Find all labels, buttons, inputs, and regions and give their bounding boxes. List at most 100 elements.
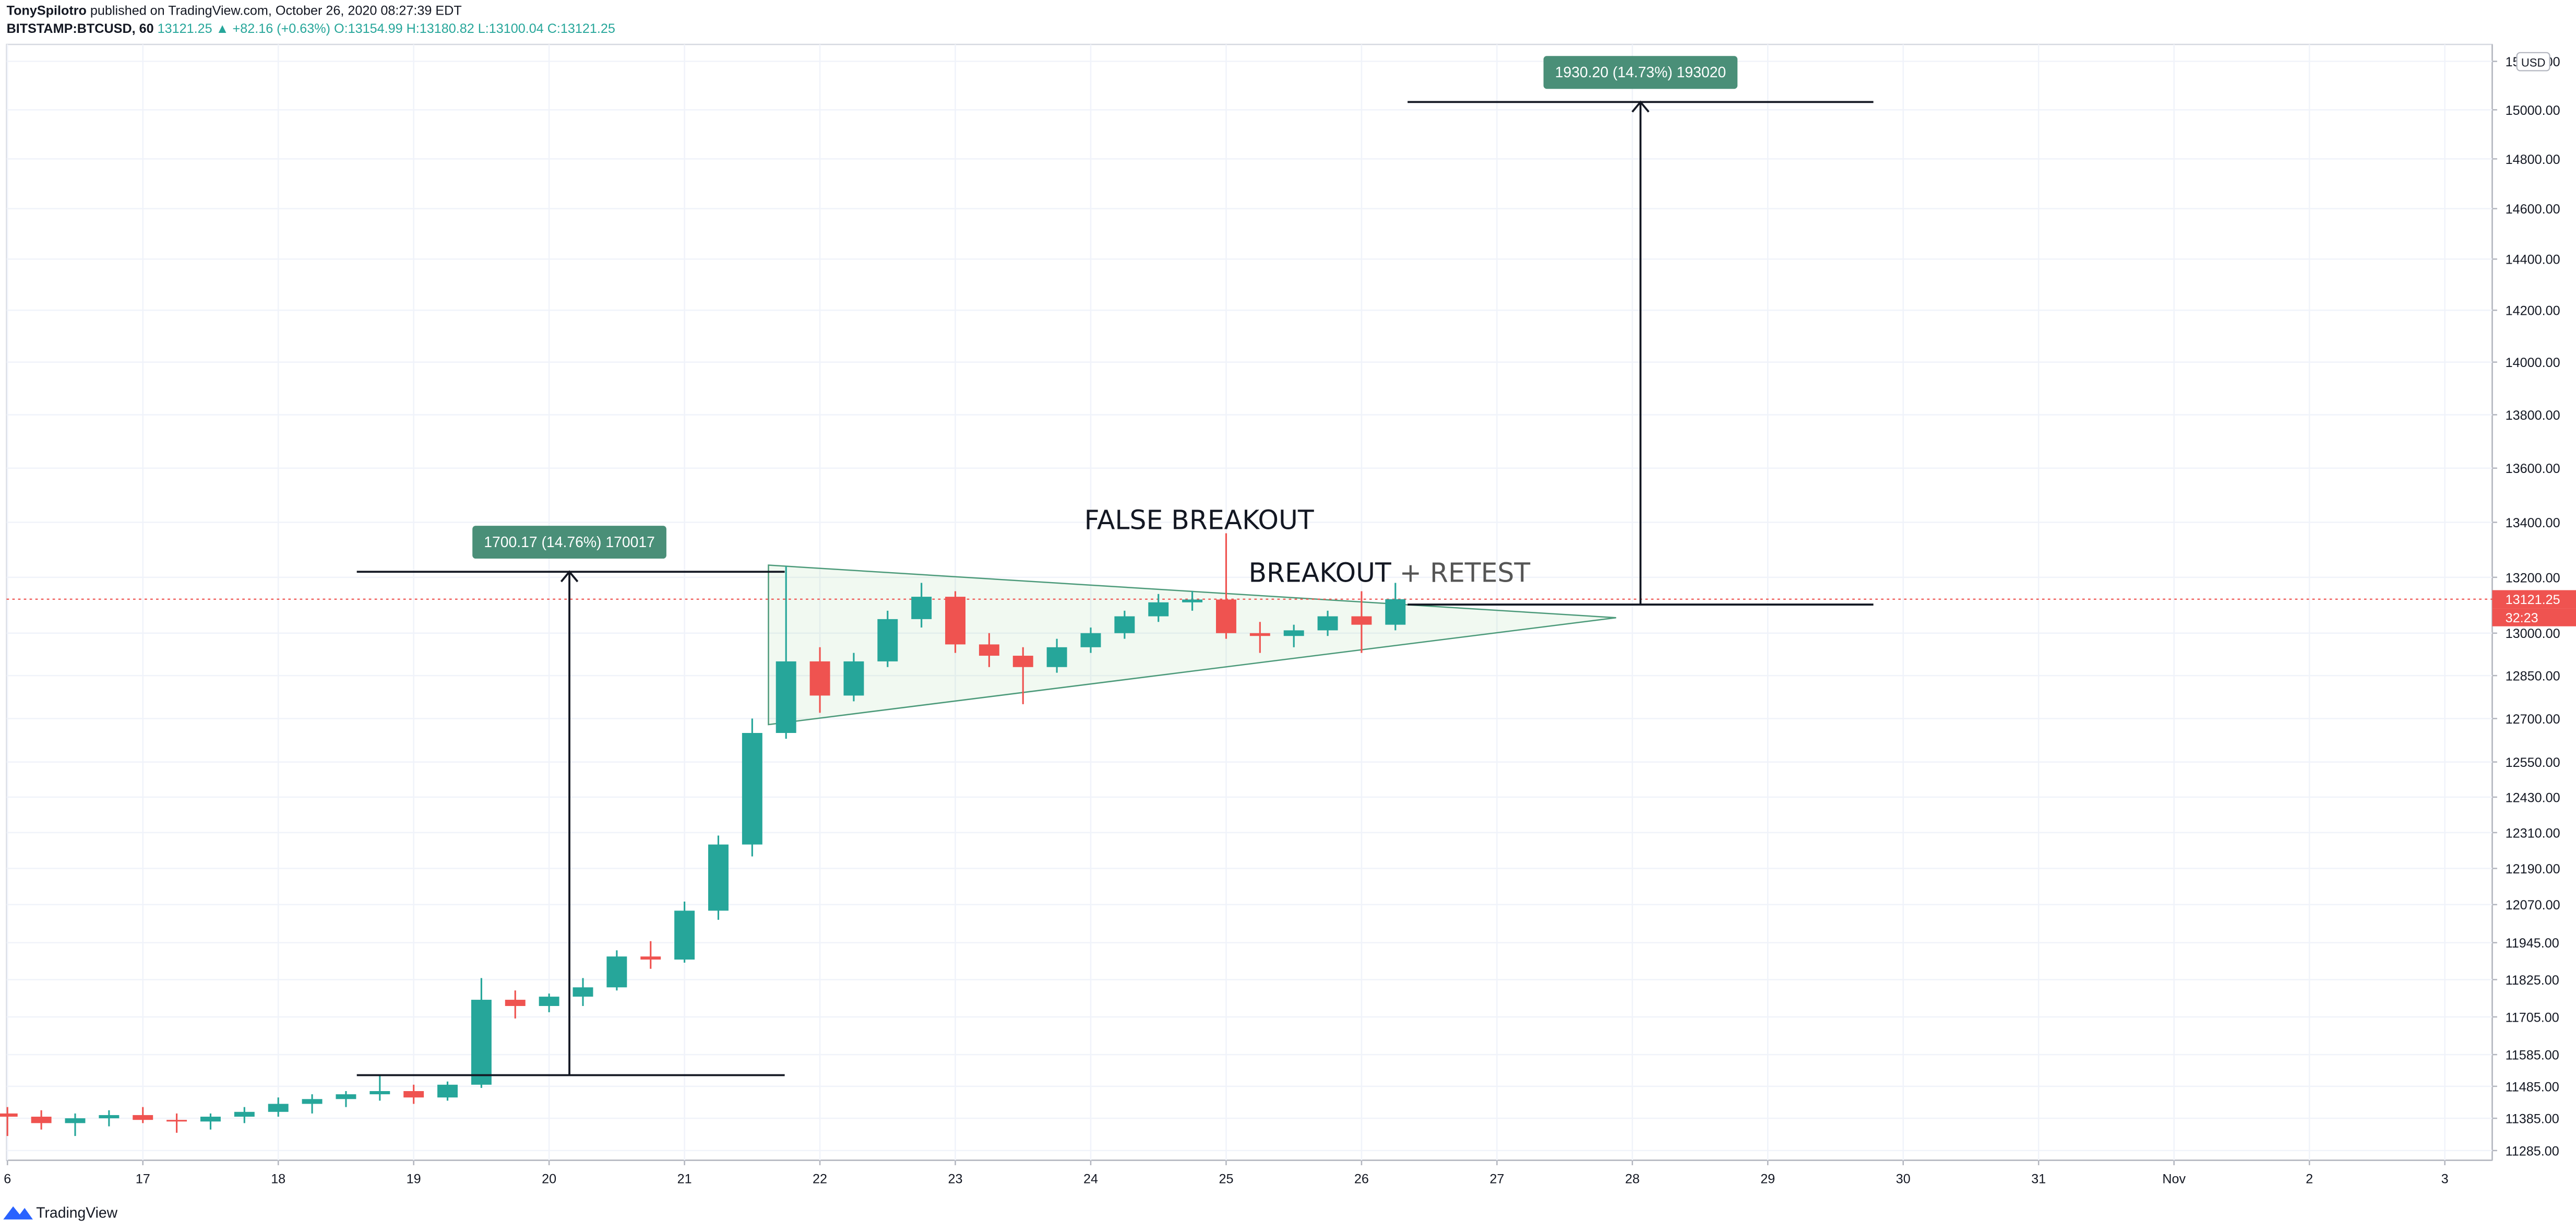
y-tick-label: 11825.00 [2506, 973, 2559, 988]
x-tick-label: 2 [2306, 1172, 2313, 1187]
annotation: BREAKOUT + RETEST [1248, 557, 1530, 588]
candle-body [336, 1094, 356, 1099]
candle-body [437, 1084, 458, 1098]
candle-body [877, 619, 898, 661]
candle-body [234, 1111, 255, 1117]
x-tick-label: 24 [1083, 1172, 1098, 1187]
x-tick-label: 26 [1354, 1172, 1369, 1187]
candle-body [166, 1120, 187, 1122]
x-tick-label: 6 [4, 1172, 11, 1187]
x-tick-label: Nov [2162, 1172, 2186, 1187]
y-tick-label: 12850.00 [2506, 669, 2560, 684]
candle-body [302, 1099, 323, 1104]
candle-body [268, 1104, 289, 1112]
y-tick-label: 14000.00 [2506, 356, 2560, 370]
candle-body [809, 661, 830, 696]
y-tick-label: 11945.00 [2506, 936, 2559, 951]
x-tick-label: 25 [1219, 1172, 1233, 1187]
x-tick-label: 21 [677, 1172, 692, 1187]
measure-label-box [1543, 56, 1738, 89]
quote-line: BITSTAMP:BTCUSD, 60 13121.25 ▲ +82.16 (+… [7, 21, 615, 36]
header-line: TonySpilotro published on TradingView.co… [7, 3, 462, 18]
x-tick-label: 31 [2031, 1172, 2046, 1187]
candle-body [606, 956, 627, 988]
x-tick-label: 27 [1489, 1172, 1504, 1187]
y-tick-label: 14400.00 [2506, 253, 2560, 267]
y-tick-label: 13000.00 [2506, 626, 2560, 641]
candle-body [1351, 616, 1372, 625]
x-tick-label: 28 [1625, 1172, 1640, 1187]
candle-body [911, 597, 932, 619]
quote-low: L:13100.04 [478, 21, 544, 36]
y-tick-label: 11485.00 [2506, 1080, 2559, 1094]
x-tick-label: 30 [1896, 1172, 1911, 1187]
candle-body [1249, 633, 1270, 636]
y-tick-label: 14600.00 [2506, 202, 2560, 217]
countdown-tag [2492, 608, 2576, 626]
candle-body [200, 1117, 221, 1122]
y-tick-label: 13200.00 [2506, 571, 2560, 585]
candle-body [776, 661, 796, 733]
annotation-part: BREAKOUT [1248, 557, 1391, 588]
candle-body [65, 1118, 86, 1123]
x-tick-label: 23 [948, 1172, 963, 1187]
y-tick-label: 11585.00 [2506, 1048, 2559, 1063]
y-tick-label: 13600.00 [2506, 461, 2560, 476]
candle-body [573, 987, 593, 997]
x-tick-label: 19 [407, 1172, 421, 1187]
candle-body [403, 1091, 424, 1098]
quote-open: O:13154.99 [334, 21, 403, 36]
published: published on TradingView.com, October 26… [90, 3, 462, 18]
y-tick-label: 12070.00 [2506, 898, 2560, 913]
last-price-label: 13121.25 [2506, 593, 2560, 607]
countdown-label: 32:23 [2506, 611, 2538, 625]
y-tick-label: 14200.00 [2506, 304, 2560, 318]
candle-body [674, 910, 695, 960]
candle-body [843, 661, 864, 696]
quote-change: 13121.25 ▲ +82.16 (+0.63%) [158, 21, 330, 36]
quote-close: C:13121.25 [547, 21, 615, 36]
candle-body [742, 733, 762, 845]
annotation: FALSE BREAKOUT [1084, 505, 1314, 536]
arrow-head [1631, 100, 1650, 113]
author: TonySpilotro [7, 3, 87, 18]
y-tick-label: 13800.00 [2506, 408, 2560, 423]
candle-body [1012, 656, 1033, 667]
candle-body [0, 1113, 18, 1117]
x-tick-label: 3 [2441, 1172, 2449, 1187]
candle-body [1317, 616, 1338, 631]
candle-body [31, 1117, 52, 1123]
plot: 1700.17 (14.76%) 170017 1930.20 (14.73%) … [0, 56, 2492, 1137]
candle-body [1080, 633, 1101, 647]
candle-body [708, 844, 729, 911]
candle-body [640, 956, 661, 960]
measure-label: 1700.17 (14.76%) 170017 [484, 534, 655, 551]
candle-body [1114, 616, 1135, 633]
candle-body [539, 997, 559, 1006]
grid [6, 44, 2492, 1161]
last-price-tag [2492, 590, 2576, 609]
currency-badge [2516, 52, 2550, 72]
measure-label-box [472, 526, 666, 559]
arrow-head [560, 570, 579, 583]
y-tick-label: 12310.00 [2506, 826, 2560, 841]
x-tick-label: 29 [1760, 1172, 1775, 1187]
candle-body [99, 1115, 120, 1119]
annotation-part: + RETEST [1400, 557, 1531, 588]
quote-high: H:13180.82 [407, 21, 474, 36]
candle-body [1182, 599, 1203, 602]
symbol: BITSTAMP:BTCUSD, 60 [7, 21, 154, 36]
y-tick-label: 13400.00 [2506, 516, 2560, 530]
candle-body [1215, 599, 1236, 633]
footer-logo[interactable]: TradingView [3, 1205, 118, 1222]
y-tick-label: 12550.00 [2506, 755, 2560, 770]
y-tick-label: 14800.00 [2506, 152, 2560, 167]
candle-body [1046, 647, 1067, 667]
y-tick-label: 12700.00 [2506, 712, 2560, 727]
candle-body [979, 644, 999, 656]
x-tick-label: 20 [542, 1172, 556, 1187]
y-tick-label: 11705.00 [2506, 1010, 2559, 1025]
candle-body [133, 1115, 153, 1120]
